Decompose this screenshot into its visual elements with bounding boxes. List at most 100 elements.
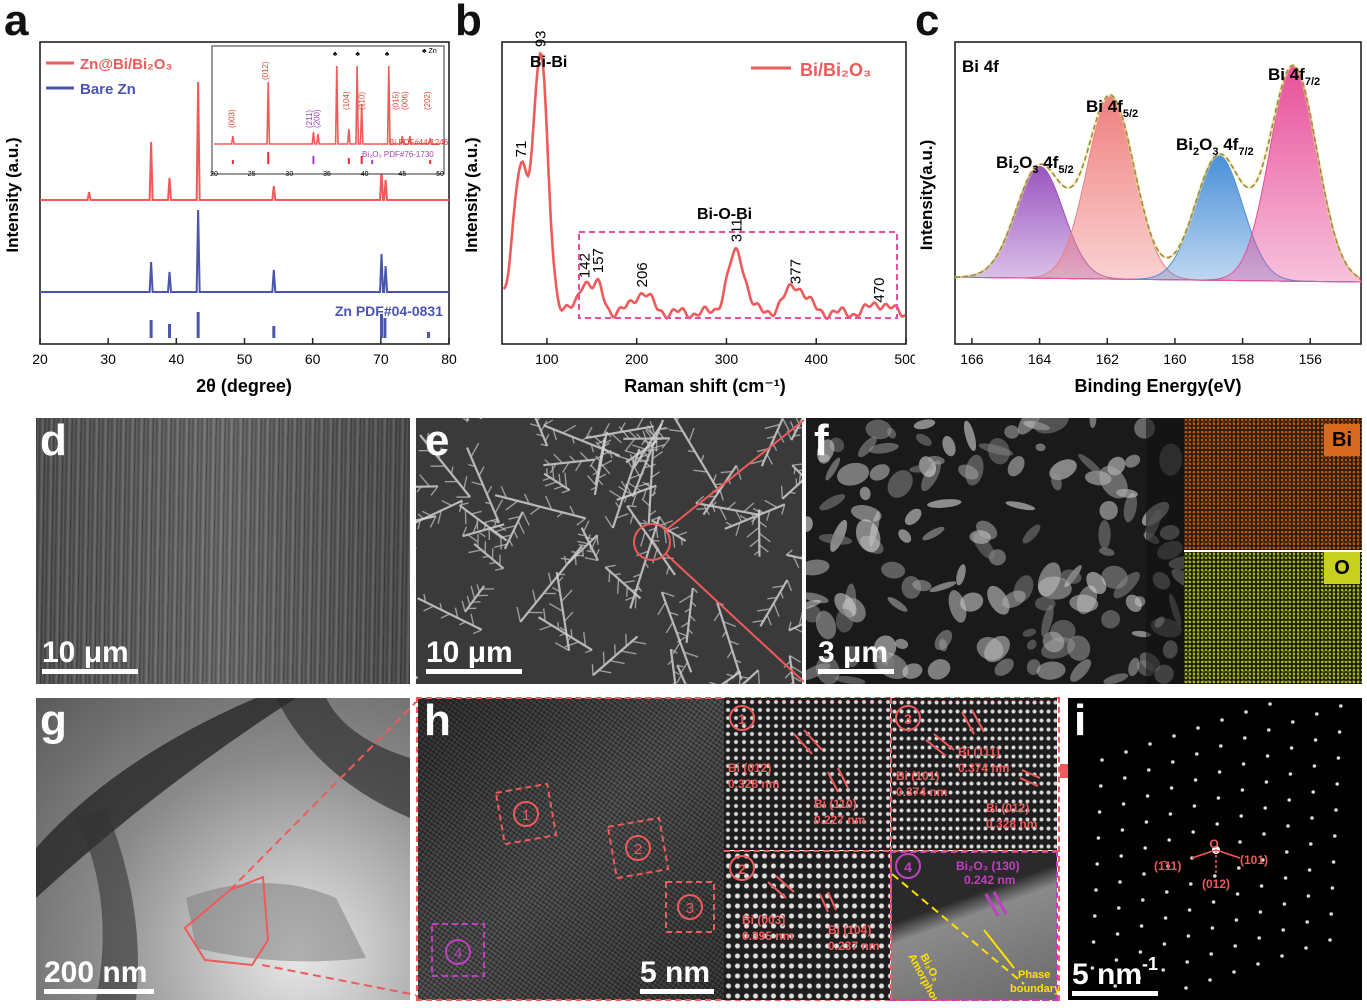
fern-leaf bbox=[746, 526, 760, 538]
diffraction-spot bbox=[1313, 738, 1318, 742]
fern-leaf bbox=[684, 607, 691, 613]
fern-leaf bbox=[564, 472, 568, 489]
nanosheet bbox=[1035, 443, 1046, 452]
fern-leaf bbox=[757, 608, 771, 612]
nanosheet bbox=[850, 505, 882, 522]
fern-leaf bbox=[793, 627, 802, 633]
fern-leaf bbox=[665, 621, 674, 634]
diffraction-spot bbox=[1315, 712, 1319, 716]
label-bi-bi: Bi-Bi bbox=[530, 54, 567, 71]
svg-text:2: 2 bbox=[738, 861, 746, 877]
diffraction-spot bbox=[1148, 742, 1152, 746]
fern-leaf bbox=[792, 556, 800, 569]
svg-text:Phase: Phase bbox=[1018, 969, 1050, 981]
nanosheet bbox=[948, 590, 967, 623]
fern-leaf bbox=[417, 520, 421, 530]
nanosheet bbox=[1099, 500, 1118, 520]
fern-leaf bbox=[494, 528, 505, 533]
fern-branch bbox=[594, 437, 606, 486]
svg-text:(101): (101) bbox=[1240, 853, 1268, 867]
fern-leaf bbox=[649, 421, 656, 435]
sem-image-nanosheets bbox=[806, 418, 1184, 684]
fern-leaf bbox=[652, 485, 657, 497]
fern-leaf bbox=[618, 485, 632, 496]
nanosheet bbox=[1026, 639, 1037, 650]
fern-leaf bbox=[657, 601, 667, 616]
hrtem-region-boxes: 1 2 3 4 bbox=[431, 782, 715, 977]
nanosheet bbox=[942, 435, 956, 457]
fern-leaf bbox=[471, 510, 482, 515]
fern-leaf bbox=[640, 531, 646, 547]
fern-branch bbox=[720, 670, 741, 684]
diffraction-spot bbox=[1280, 954, 1284, 958]
nanosheet bbox=[844, 645, 860, 668]
diffraction-spot bbox=[1120, 828, 1125, 832]
fern-leaf bbox=[503, 525, 517, 530]
fern-leaf bbox=[548, 602, 564, 612]
fern-leaf bbox=[798, 611, 802, 626]
diffraction-spot bbox=[1184, 986, 1188, 990]
fern-branch bbox=[580, 527, 599, 561]
fern-leaf bbox=[558, 473, 561, 484]
nanosheet bbox=[927, 659, 951, 680]
fern-branch bbox=[419, 434, 471, 498]
fern-leaf bbox=[720, 470, 733, 474]
diffraction-spot bbox=[1337, 730, 1342, 734]
y-axis-label: Intensity (a.u.) bbox=[462, 137, 481, 252]
diffraction-spot bbox=[1237, 866, 1241, 870]
fern-leaf bbox=[641, 498, 651, 507]
fern-branch bbox=[631, 419, 665, 497]
fern-leaf bbox=[597, 478, 604, 486]
y-axis-label: Intensity(a.u.) bbox=[917, 140, 936, 251]
nanosheet bbox=[887, 470, 913, 498]
fern-leaf bbox=[500, 486, 508, 499]
diffraction-spot bbox=[1287, 798, 1291, 802]
diffraction-spot bbox=[1233, 944, 1237, 948]
fern-leaf bbox=[637, 459, 650, 463]
fern-leaf bbox=[488, 528, 502, 539]
fern-leaf bbox=[560, 557, 572, 561]
diffraction-spot bbox=[1113, 984, 1117, 988]
diffraction-spot bbox=[1117, 906, 1121, 910]
fern-branch bbox=[416, 485, 438, 488]
inset-peak-label: (015) bbox=[392, 91, 401, 110]
diffraction-spot bbox=[1166, 864, 1170, 868]
fern-leaf bbox=[797, 426, 802, 430]
peak-label: 377 bbox=[788, 259, 805, 284]
fern-leaf bbox=[461, 600, 466, 612]
peak-label: 71 bbox=[513, 141, 530, 158]
fern-leaf bbox=[440, 613, 450, 619]
fern-leaf bbox=[711, 501, 717, 507]
nanosheet bbox=[887, 597, 908, 612]
diffraction-spot bbox=[1334, 808, 1338, 812]
svg-text:0.374 nm: 0.374 nm bbox=[958, 761, 1009, 775]
fern-leaf bbox=[683, 651, 699, 658]
fern-leaf bbox=[463, 476, 468, 490]
diffraction-spot bbox=[1138, 950, 1143, 954]
nanosheet bbox=[927, 455, 945, 465]
nanosheet bbox=[858, 436, 877, 458]
fern-leaf bbox=[667, 659, 673, 666]
x-tick-label: 400 bbox=[805, 351, 829, 367]
nanosheet bbox=[960, 592, 984, 612]
diffraction-spot bbox=[1185, 960, 1189, 964]
diffraction-spot bbox=[1118, 880, 1122, 884]
fern-leaf bbox=[577, 540, 590, 545]
fern-leaf bbox=[726, 673, 734, 678]
inset-tick-label: 40 bbox=[361, 171, 369, 178]
nanosheet bbox=[1098, 520, 1111, 550]
diffraction-spot bbox=[1147, 768, 1151, 772]
nanosheet bbox=[1101, 610, 1121, 629]
fern-leaf bbox=[458, 500, 463, 513]
nanosheet bbox=[929, 581, 957, 593]
fern-leaf bbox=[470, 442, 480, 458]
fern-leaf bbox=[591, 535, 599, 549]
fern-leaf bbox=[766, 453, 774, 465]
diffraction-spot bbox=[1336, 756, 1341, 760]
diffraction-spot bbox=[1217, 770, 1222, 774]
x-axis-label: 2θ (degree) bbox=[196, 376, 292, 396]
fern-leaf bbox=[758, 509, 765, 515]
fern-leaf bbox=[622, 580, 635, 584]
fern-leaf bbox=[798, 473, 802, 483]
